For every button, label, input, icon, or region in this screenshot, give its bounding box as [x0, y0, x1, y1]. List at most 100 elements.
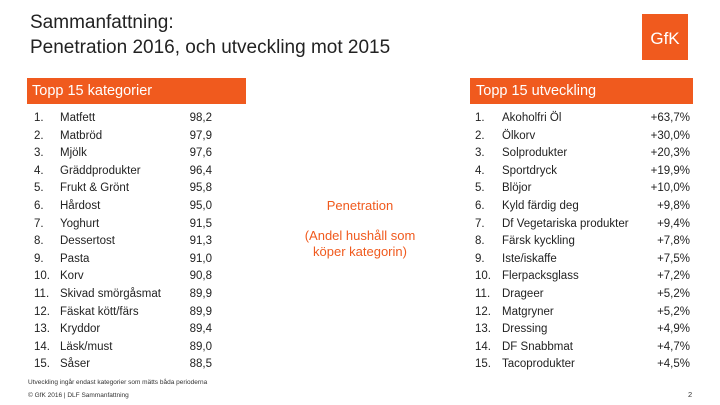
list-item: 10. Flerpacksglass +7,2%	[0, 269, 720, 283]
item-value: +7,2%	[657, 270, 690, 283]
list-item: 14. DF Snabbmat +4,7%	[0, 340, 720, 354]
item-name: Akoholfri Öl	[502, 112, 562, 124]
item-name: Korv	[60, 270, 84, 283]
item-name: Dressing	[502, 323, 548, 336]
item-value: +4,9%	[657, 323, 690, 336]
footnote: Utveckling ingår endast kategorier som m…	[28, 379, 208, 386]
item-value: 97,6	[189, 147, 212, 160]
item-num: 12.	[34, 305, 50, 318]
item-num: 12.	[475, 305, 491, 318]
item-num: 4.	[34, 164, 44, 177]
item-num: 8.	[34, 235, 44, 248]
item-value: +7,8%	[657, 235, 690, 248]
list-item: 11. Drageer +5,2%	[0, 287, 720, 301]
list-item: 7. Yoghurt 91,5	[0, 217, 720, 231]
item-name: Mjölk	[60, 147, 87, 160]
list-item: 1. Akoholfri Öl +63,7%	[0, 111, 720, 125]
item-value: 89,0	[189, 340, 212, 353]
item-value: 91,5	[189, 217, 212, 230]
item-num: 11.	[475, 288, 491, 300]
item-name: Blöjor	[502, 182, 532, 195]
item-num: 14.	[475, 340, 491, 353]
item-name: Matfett	[60, 112, 96, 124]
item-name: DF Snabbmat	[502, 340, 573, 353]
item-value: 89,9	[189, 305, 212, 318]
item-value: +9,8%	[657, 200, 690, 212]
item-value: 97,9	[189, 129, 212, 142]
item-name: Färsk kyckling	[502, 235, 575, 248]
list-item: 1. Matfett 98,2	[0, 111, 720, 125]
item-num: 10.	[475, 270, 491, 283]
item-name: Dessertost	[60, 235, 115, 248]
item-value: +7,5%	[657, 252, 690, 265]
footer: © GfK 2016 | DLF Sammanfattning	[28, 392, 129, 399]
item-num: 15.	[34, 358, 50, 371]
right-header: Topp 15 utveckling	[470, 78, 693, 104]
list-item: 15. Tacoprodukter +4,5%	[0, 357, 720, 371]
item-name: Såser	[60, 358, 91, 371]
item-num: 5.	[475, 182, 485, 195]
title-line-1: Sammanfattning:	[30, 12, 174, 33]
list-item: 2. Ölkorv +30,0%	[0, 129, 720, 143]
list-item: 9. Iste/iskaffe +7,5%	[0, 252, 720, 266]
item-num: 7.	[34, 217, 44, 230]
item-name: Df Vegetariska produkter	[502, 217, 629, 230]
list-item: 15. Såser 88,5	[0, 357, 720, 371]
item-name: Läsk/must	[60, 340, 113, 353]
item-name: Flerpacksglass	[502, 270, 579, 283]
item-num: 14.	[34, 340, 50, 353]
item-num: 13.	[34, 323, 50, 336]
center-subtitle: (Andel hushåll som köper kategorin)	[304, 228, 416, 259]
item-value: 89,9	[189, 288, 212, 300]
list-item: 12. Fäskat kött/färs 89,9	[0, 305, 720, 319]
item-name: Gräddprodukter	[60, 164, 141, 177]
item-name: Drageer	[502, 288, 544, 300]
logo-text: GfK	[650, 29, 680, 48]
item-value: +10,0%	[650, 182, 690, 195]
item-num: 11.	[34, 288, 50, 300]
item-value: 95,0	[189, 200, 212, 212]
list-item: 8. Dessertost 91,3	[0, 234, 720, 248]
item-value: +19,9%	[650, 164, 690, 177]
list-item: 13. Kryddor 89,4	[0, 322, 720, 336]
item-value: +20,3%	[650, 147, 690, 160]
item-value: +4,7%	[657, 340, 690, 353]
item-num: 2.	[34, 129, 44, 142]
item-value: +9,4%	[657, 217, 690, 230]
item-value: 90,8	[189, 270, 212, 283]
item-name: Iste/iskaffe	[502, 252, 557, 265]
item-num: 10.	[34, 270, 50, 283]
item-name: Sportdryck	[502, 164, 557, 177]
item-value: +5,2%	[657, 288, 690, 300]
list-item: 5. Blöjor +10,0%	[0, 181, 720, 195]
item-value: 91,3	[189, 235, 212, 248]
item-name: Hårdost	[60, 200, 101, 212]
item-value: +30,0%	[650, 129, 690, 142]
item-name: Kryddor	[60, 323, 101, 336]
item-value: 98,2	[189, 112, 212, 124]
item-num: 4.	[475, 164, 485, 177]
penetration-label: Penetration (Andel hushåll som köper kat…	[300, 198, 420, 260]
item-num: 1.	[475, 112, 485, 124]
list-item: 9. Pasta 91,0	[0, 252, 720, 266]
item-num: 1.	[34, 112, 44, 124]
item-num: 2.	[475, 129, 485, 142]
item-num: 6.	[34, 200, 44, 212]
item-name: Yoghurt	[60, 217, 100, 230]
item-value: 89,4	[189, 323, 212, 336]
item-value: 96,4	[189, 164, 212, 177]
item-num: 7.	[475, 217, 485, 230]
list-item: 2. Matbröd 97,9	[0, 129, 720, 143]
item-num: 5.	[34, 182, 44, 195]
item-value: +63,7%	[650, 112, 690, 124]
list-item: 8. Färsk kyckling +7,8%	[0, 234, 720, 248]
item-num: 6.	[475, 200, 485, 212]
title-line-2: Penetration 2016, och utveckling mot 201…	[30, 37, 391, 58]
list-item: 13. Dressing +4,9%	[0, 322, 720, 336]
item-num: 3.	[34, 147, 44, 160]
list-item: 11. Skivad smörgåsmat 89,9	[0, 287, 720, 301]
list-item: 12. Matgryner +5,2%	[0, 305, 720, 319]
list-item: 3. Mjölk 97,6	[0, 146, 720, 160]
item-name: Solprodukter	[502, 147, 568, 160]
item-num: 13.	[475, 323, 491, 336]
